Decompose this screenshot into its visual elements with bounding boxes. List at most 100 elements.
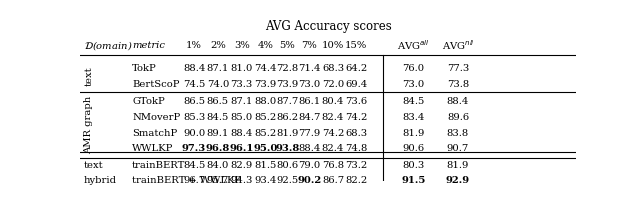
Text: 85.3: 85.3	[183, 113, 205, 122]
Text: hybrid: hybrid	[84, 175, 117, 184]
Text: NMoverP: NMoverP	[132, 113, 180, 122]
Text: 74.2: 74.2	[345, 113, 367, 122]
Text: 73.6: 73.6	[345, 97, 367, 106]
Text: 82.4: 82.4	[322, 143, 344, 152]
Text: 84.5: 84.5	[207, 113, 229, 122]
Text: 84.5: 84.5	[402, 97, 424, 106]
Text: 90.2: 90.2	[297, 175, 321, 184]
Text: 92.5: 92.5	[276, 175, 298, 184]
Text: 73.0: 73.0	[402, 80, 424, 89]
Text: 73.0: 73.0	[298, 80, 320, 89]
Text: GTokP: GTokP	[132, 97, 165, 106]
Text: 86.2: 86.2	[276, 113, 298, 122]
Text: 74.2: 74.2	[322, 128, 344, 137]
Text: 89.1: 89.1	[207, 128, 229, 137]
Text: 93.8: 93.8	[275, 143, 300, 152]
Text: 96.1: 96.1	[230, 143, 254, 152]
Text: 74.5: 74.5	[183, 80, 205, 89]
Text: 64.2: 64.2	[345, 63, 367, 72]
Text: AMR graph: AMR graph	[84, 96, 93, 154]
Text: 88.4: 88.4	[447, 97, 469, 106]
Text: 87.1: 87.1	[207, 63, 229, 72]
Text: 88.0: 88.0	[254, 97, 276, 106]
Text: 85.0: 85.0	[230, 113, 253, 122]
Text: 81.5: 81.5	[254, 160, 276, 169]
Text: 84.7: 84.7	[298, 113, 321, 122]
Text: metric: metric	[132, 40, 165, 49]
Text: 83.8: 83.8	[447, 128, 469, 137]
Text: 84.0: 84.0	[207, 160, 229, 169]
Text: 80.6: 80.6	[276, 160, 298, 169]
Text: 72.0: 72.0	[322, 80, 344, 89]
Text: 71.4: 71.4	[298, 63, 321, 72]
Text: 81.9: 81.9	[402, 128, 424, 137]
Text: 85.2: 85.2	[254, 113, 276, 122]
Text: 87.7: 87.7	[276, 97, 298, 106]
Text: trainBERT + WWLKP: trainBERT + WWLKP	[132, 175, 241, 184]
Text: text: text	[84, 66, 93, 86]
Text: 77.3: 77.3	[447, 63, 469, 72]
Text: 82.9: 82.9	[230, 160, 253, 169]
Text: 3%: 3%	[234, 40, 250, 49]
Text: 86.7: 86.7	[322, 175, 344, 184]
Text: 82.2: 82.2	[345, 175, 367, 184]
Text: 10%: 10%	[322, 40, 344, 49]
Text: 72.8: 72.8	[276, 63, 298, 72]
Text: 90.7: 90.7	[447, 143, 469, 152]
Text: 95.7: 95.7	[207, 175, 229, 184]
Text: 96.7: 96.7	[183, 175, 205, 184]
Text: 73.9: 73.9	[276, 80, 298, 89]
Text: 74.0: 74.0	[207, 80, 229, 89]
Text: AVG Accuracy scores: AVG Accuracy scores	[264, 20, 392, 32]
Text: 73.3: 73.3	[230, 80, 253, 89]
Text: 5%: 5%	[280, 40, 295, 49]
Text: 76.0: 76.0	[403, 63, 424, 72]
Text: 81.9: 81.9	[276, 128, 298, 137]
Text: 81.9: 81.9	[447, 160, 469, 169]
Text: 87.1: 87.1	[230, 97, 253, 106]
Text: 79.0: 79.0	[298, 160, 320, 169]
Text: SmatchP: SmatchP	[132, 128, 177, 137]
Text: 89.6: 89.6	[447, 113, 469, 122]
Text: BertScoP: BertScoP	[132, 80, 180, 89]
Text: 68.3: 68.3	[345, 128, 367, 137]
Text: 73.9: 73.9	[254, 80, 276, 89]
Text: 69.4: 69.4	[345, 80, 367, 89]
Text: 92.9: 92.9	[446, 175, 470, 184]
Text: 97.3: 97.3	[182, 143, 206, 152]
Text: AVG$^{nli}$: AVG$^{nli}$	[442, 38, 474, 52]
Text: 84.5: 84.5	[183, 160, 205, 169]
Text: text: text	[84, 160, 104, 169]
Text: 15%: 15%	[345, 40, 367, 49]
Text: 96.8: 96.8	[206, 143, 230, 152]
Text: 73.8: 73.8	[447, 80, 469, 89]
Text: 82.4: 82.4	[322, 113, 344, 122]
Text: 77.9: 77.9	[298, 128, 320, 137]
Text: 86.5: 86.5	[207, 97, 229, 106]
Text: $\mathcal{D}$(omain): $\mathcal{D}$(omain)	[84, 39, 132, 51]
Text: 74.8: 74.8	[345, 143, 367, 152]
Text: 68.3: 68.3	[322, 63, 344, 72]
Text: 88.4: 88.4	[298, 143, 321, 152]
Text: 81.0: 81.0	[230, 63, 253, 72]
Text: 85.2: 85.2	[254, 128, 276, 137]
Text: 4%: 4%	[257, 40, 273, 49]
Text: 86.5: 86.5	[183, 97, 205, 106]
Text: TokP: TokP	[132, 63, 157, 72]
Text: 80.3: 80.3	[402, 160, 424, 169]
Text: 74.4: 74.4	[254, 63, 276, 72]
Text: 2%: 2%	[210, 40, 226, 49]
Text: 80.4: 80.4	[322, 97, 344, 106]
Text: 93.4: 93.4	[254, 175, 276, 184]
Text: 83.4: 83.4	[402, 113, 424, 122]
Text: 86.1: 86.1	[298, 97, 320, 106]
Text: 95.0: 95.0	[253, 143, 278, 152]
Text: WWLKP: WWLKP	[132, 143, 173, 152]
Text: AVG$^{all}$: AVG$^{all}$	[397, 38, 429, 52]
Text: 90.6: 90.6	[403, 143, 424, 152]
Text: 7%: 7%	[301, 40, 317, 49]
Text: 73.2: 73.2	[345, 160, 367, 169]
Text: 1%: 1%	[186, 40, 202, 49]
Text: 90.0: 90.0	[183, 128, 205, 137]
Text: 88.4: 88.4	[230, 128, 253, 137]
